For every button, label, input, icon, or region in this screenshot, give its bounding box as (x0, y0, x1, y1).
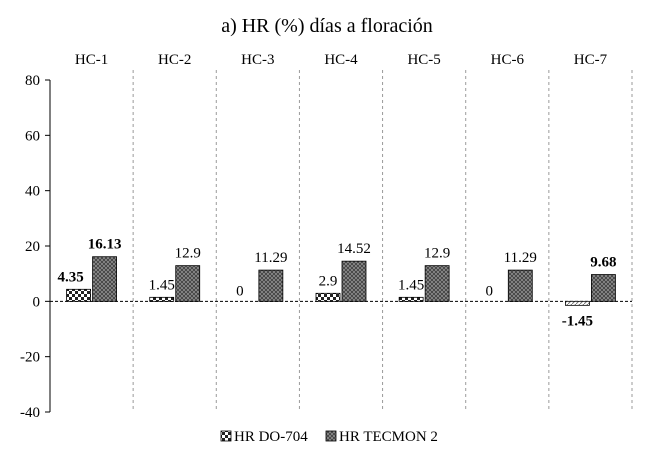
legend-label-hr-do-704: HR DO-704 (234, 429, 308, 445)
data-label: 9.68 (590, 255, 616, 271)
y-tick-label: 20 (25, 239, 40, 255)
legend-swatch-hr-do-704 (220, 430, 232, 442)
category-label: HC-4 (324, 52, 358, 68)
bar-0-hc-5 (398, 296, 424, 302)
bar-1-hc-3 (258, 269, 284, 302)
data-label: 1.45 (398, 277, 424, 293)
data-label: 2.9 (319, 273, 338, 289)
data-label: -1.45 (562, 313, 593, 329)
y-tick-label: 0 (33, 294, 41, 310)
bar-1-hc-4 (341, 260, 367, 302)
legend: HR DO-704 HR TECMON 2 (220, 429, 438, 445)
bar-1-hc-6 (507, 269, 533, 302)
category-label: HC-1 (75, 52, 108, 68)
grid-layer (132, 70, 633, 412)
y-tick-label: -40 (20, 405, 40, 421)
data-label: 14.52 (337, 241, 371, 257)
bar-0-hc-7 (565, 300, 590, 306)
chart-title: a) HR (%) días a floración (221, 15, 433, 37)
data-label: 11.29 (504, 250, 537, 266)
data-label: 4.35 (57, 269, 83, 285)
category-label: HC-2 (158, 52, 191, 68)
category-label: HC-3 (241, 52, 274, 68)
bar-1-hc-2 (175, 265, 201, 302)
bar-1-hc-7 (591, 274, 616, 302)
y-tick-label: 80 (25, 73, 40, 89)
category-label: HC-5 (407, 52, 440, 68)
category-labels: HC-1 HC-2 HC-3 HC-4 HC-5 HC-6 HC-7 (75, 52, 608, 68)
bar-0-hc-2 (149, 296, 175, 302)
bar-1-hc-1 (92, 256, 117, 302)
bar-0-hc-1 (66, 288, 91, 302)
category-label: HC-6 (491, 52, 525, 68)
y-tick-label: 40 (25, 184, 40, 200)
bar-0-hc-4 (315, 292, 341, 302)
data-labels: 4.35 1.45 0 2.9 1.45 0 -1.45 16.13 12.9 11.29 14.5… (57, 237, 616, 330)
bar-1-hc-5 (424, 265, 450, 302)
data-label: 16.13 (88, 237, 122, 253)
data-label: 11.29 (254, 250, 287, 266)
data-label: 12.9 (175, 246, 201, 262)
bars (66, 256, 616, 306)
data-label: 1.45 (149, 277, 175, 293)
data-label: 12.9 (424, 246, 450, 262)
category-label: HC-7 (574, 52, 608, 68)
data-label: 0 (236, 283, 244, 299)
data-label: 0 (486, 283, 494, 299)
y-tick-label: -20 (20, 350, 40, 366)
legend-swatch-hr-tecmon-2 (325, 430, 337, 442)
y-axis: -40 -20 0 20 40 60 80 (20, 73, 632, 421)
y-tick-label: 60 (25, 128, 40, 144)
legend-label-hr-tecmon-2: HR TECMON 2 (339, 429, 438, 445)
